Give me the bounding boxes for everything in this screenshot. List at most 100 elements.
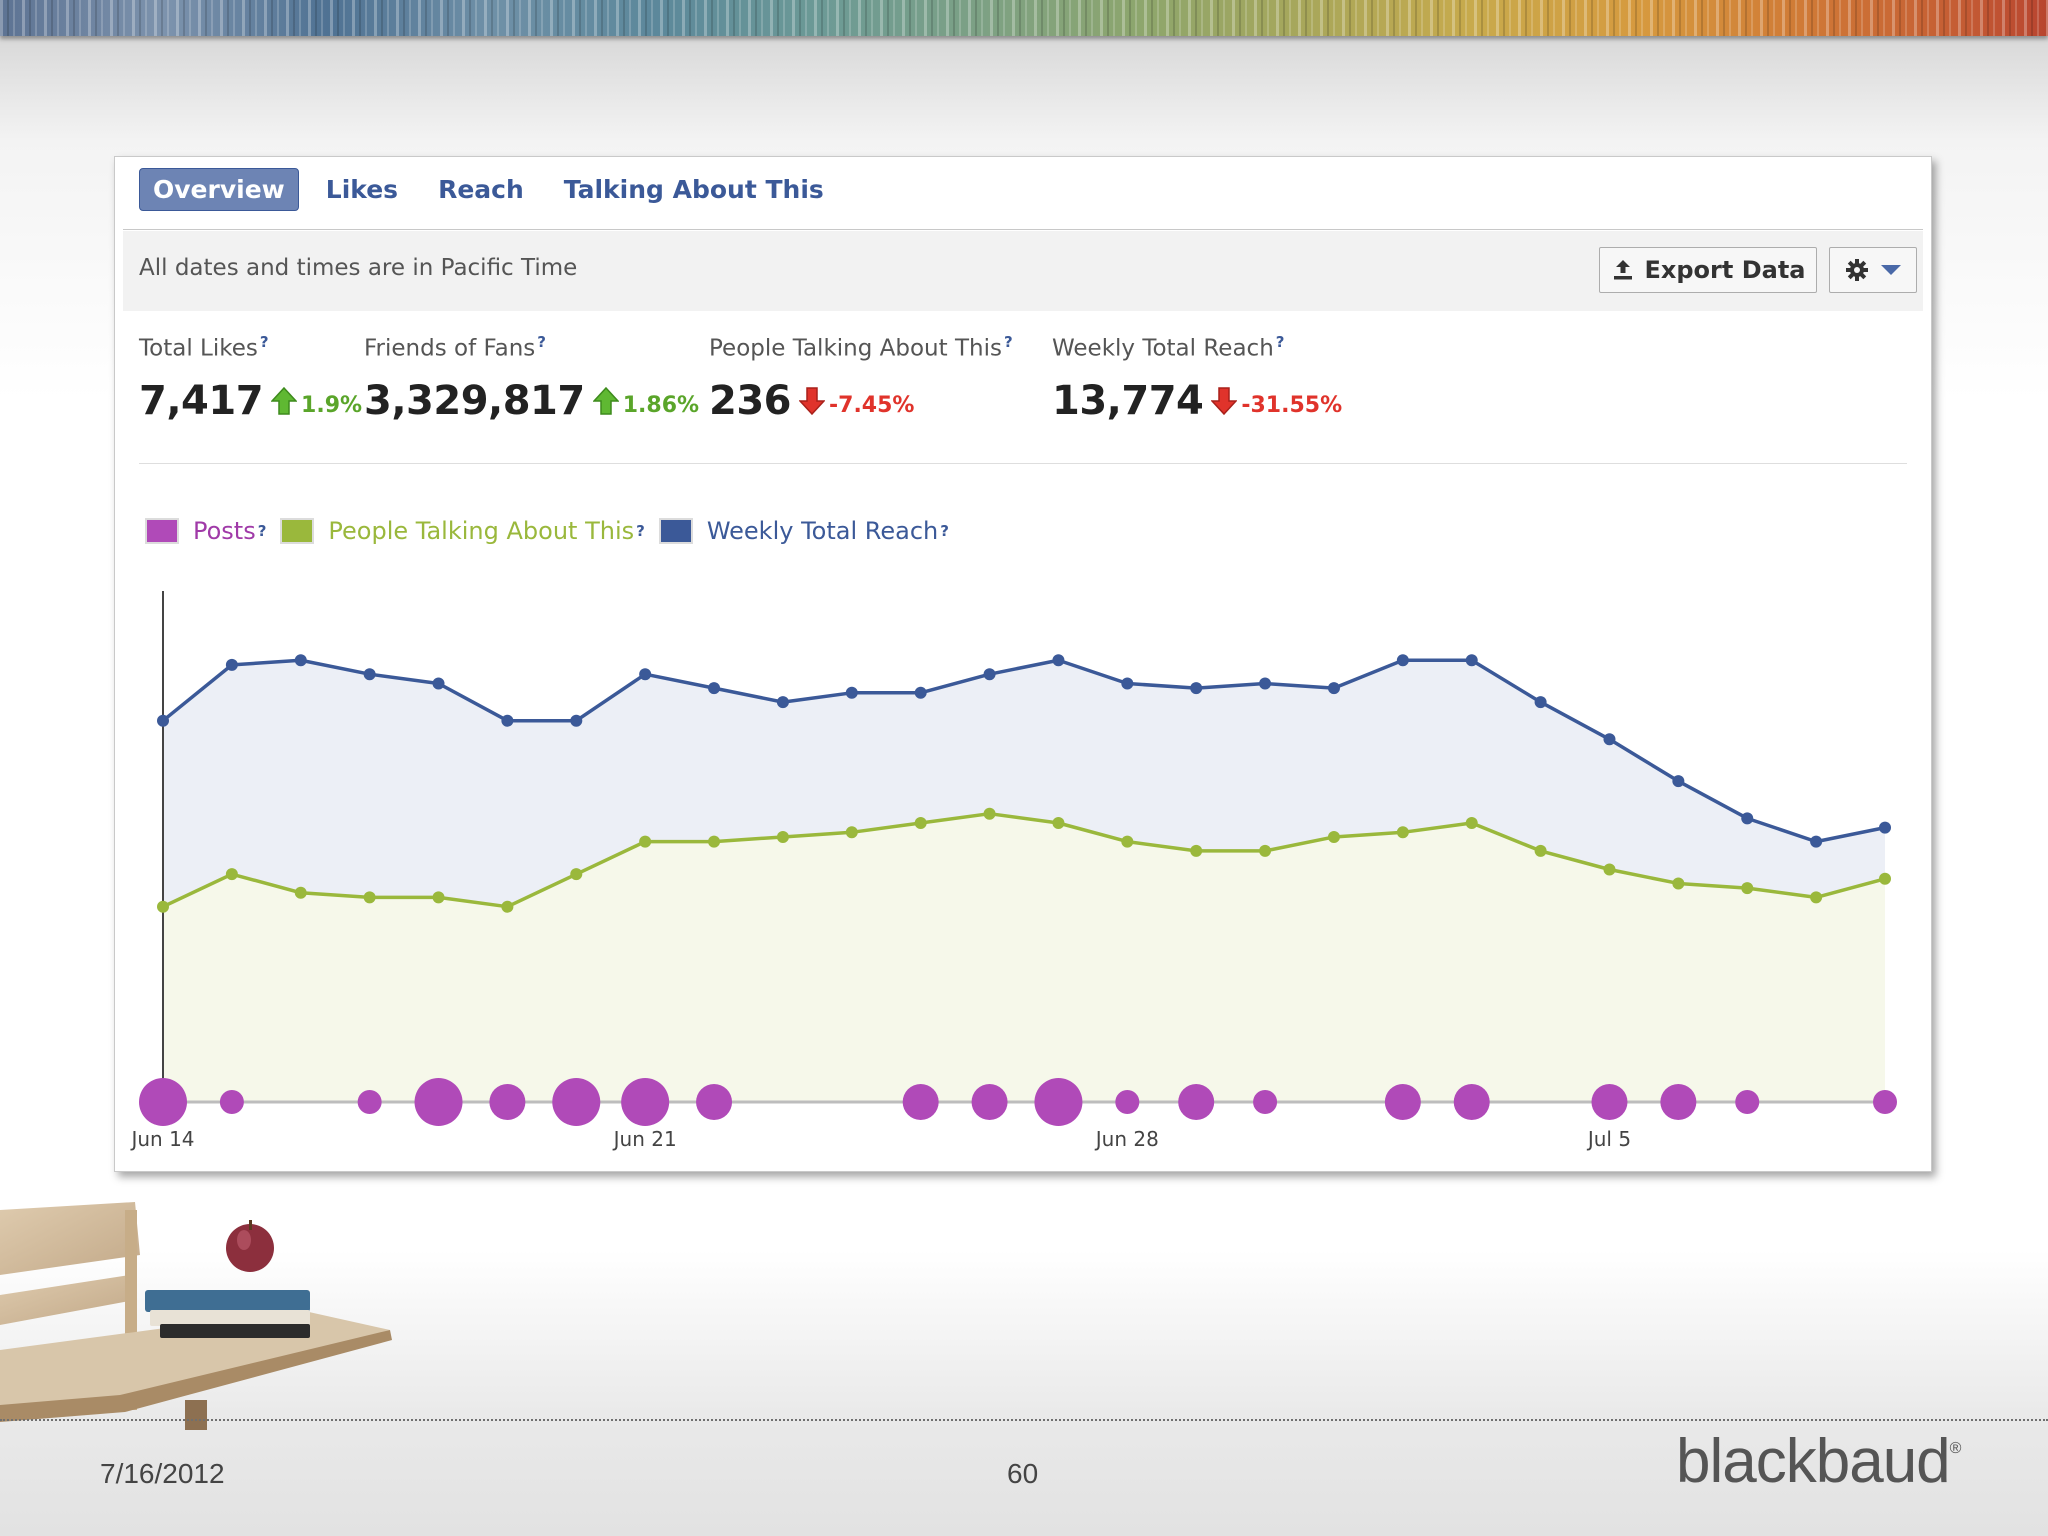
insights-panel: Overview Likes Reach Talking About This … (114, 156, 1932, 1172)
tab-overview[interactable]: Overview (139, 167, 299, 211)
data-point (1190, 844, 1203, 857)
help-icon[interactable]: ? (1275, 333, 1285, 351)
help-icon[interactable]: ? (940, 522, 949, 540)
data-point (639, 835, 652, 848)
stat-people-talking: People Talking About This? 236 -7.45% (709, 333, 1013, 424)
legend-people-talking[interactable]: People Talking About This? (280, 517, 645, 545)
brand-logo: blackbaud® (1676, 1427, 1961, 1496)
post-bubble (971, 1084, 1008, 1120)
data-point (1534, 696, 1547, 709)
arrow-down-icon (1211, 386, 1238, 415)
legend-posts[interactable]: Posts? (145, 517, 266, 545)
post-bubble (902, 1084, 939, 1120)
arrow-up-icon (271, 386, 298, 415)
post-bubble (139, 1078, 187, 1126)
tab-reach[interactable]: Reach (438, 174, 524, 204)
data-point (776, 830, 789, 843)
footer-date: 7/16/2012 (100, 1458, 225, 1489)
data-point (1396, 826, 1409, 839)
data-point (639, 668, 652, 681)
data-point (1879, 872, 1891, 885)
data-point (1121, 835, 1134, 848)
desk-illustration (0, 1202, 392, 1430)
data-point (1327, 682, 1340, 695)
decorative-color-stripe (0, 0, 2048, 36)
stats-row: Total Likes? 7,417 1.9% Friends of Fans?… (139, 333, 1919, 453)
post-bubble (489, 1084, 526, 1120)
tab-bar: Overview Likes Reach Talking About This (139, 167, 851, 211)
data-point (1052, 654, 1065, 667)
stat-change: -31.55% (1241, 393, 1343, 419)
tab-likes[interactable]: Likes (325, 174, 399, 204)
data-point (1741, 882, 1754, 895)
tab-talking-about-this[interactable]: Talking About This (563, 174, 824, 204)
post-bubble (357, 1090, 382, 1114)
gear-icon (1846, 259, 1868, 281)
stat-total-likes: Total Likes? 7,417 1.9% (139, 333, 362, 424)
x-tick-label: Jun 21 (612, 1127, 677, 1151)
series-line-people-talking-about-this (162, 811, 1886, 909)
stat-change: 1.86% (622, 393, 700, 419)
help-icon[interactable]: ? (257, 522, 267, 540)
data-point (294, 654, 307, 667)
data-point (1396, 654, 1409, 667)
data-point (1810, 835, 1823, 848)
legend-label: Weekly Total Reach (706, 517, 939, 545)
stat-label: Weekly Total Reach (1052, 335, 1274, 362)
post-bubble (1384, 1084, 1421, 1120)
page-number: 60 (1007, 1458, 1039, 1489)
legend-swatch (280, 518, 315, 544)
data-point (157, 900, 169, 913)
data-point (983, 668, 996, 681)
post-bubble (1660, 1084, 1697, 1120)
post-bubble (696, 1084, 733, 1120)
arrow-down-icon (799, 386, 825, 415)
data-point (1121, 677, 1134, 690)
data-point (845, 686, 858, 699)
stat-value: 7,417 (139, 377, 264, 424)
legend-swatch (658, 518, 693, 544)
data-point (1327, 830, 1340, 843)
stat-change: -7.45% (829, 393, 915, 419)
settings-menu-button[interactable] (1829, 247, 1917, 293)
data-point (1259, 677, 1272, 690)
x-tick-label: Jun 14 (129, 1127, 194, 1151)
data-point (570, 714, 583, 727)
legend-weekly-reach[interactable]: Weekly Total Reach? (658, 517, 949, 545)
help-icon[interactable]: ? (537, 333, 546, 351)
data-point (1465, 817, 1478, 829)
help-icon[interactable]: ? (259, 333, 269, 351)
legend-label: Posts (193, 517, 256, 545)
data-point (225, 658, 238, 671)
arrow-up-icon (592, 386, 619, 415)
help-icon[interactable]: ? (636, 522, 645, 540)
data-point (1603, 733, 1616, 746)
post-bubble (1253, 1090, 1278, 1114)
data-point (708, 835, 721, 848)
data-point (225, 868, 238, 881)
data-point (1603, 863, 1616, 876)
data-point (1465, 654, 1478, 667)
data-point (1190, 682, 1203, 695)
help-icon[interactable]: ? (1003, 333, 1013, 351)
post-bubble (414, 1078, 463, 1126)
export-data-label: Export Data (1644, 256, 1806, 284)
post-bubble (1591, 1084, 1628, 1120)
stat-friends-of-fans: Friends of Fans? 3,329,817 1.86% (364, 333, 699, 424)
data-point (363, 668, 376, 681)
post-bubble (1178, 1084, 1215, 1120)
data-point (501, 900, 514, 913)
post-bubble (1735, 1090, 1760, 1114)
stat-label: Friends of Fans (364, 335, 536, 362)
chart-legend: Posts? People Talking About This? Weekly… (145, 517, 963, 545)
data-point (708, 682, 721, 695)
stat-value: 3,329,817 (364, 377, 585, 424)
data-point (1879, 821, 1891, 834)
stat-weekly-total-reach: Weekly Total Reach? 13,774 -31.55% (1052, 333, 1342, 424)
data-point (845, 826, 858, 839)
export-data-button[interactable]: Export Data (1599, 247, 1817, 293)
data-point (1741, 812, 1754, 825)
footer-divider (0, 1419, 2048, 1421)
post-bubble (621, 1078, 670, 1126)
legend-label: People Talking About This (328, 517, 635, 545)
